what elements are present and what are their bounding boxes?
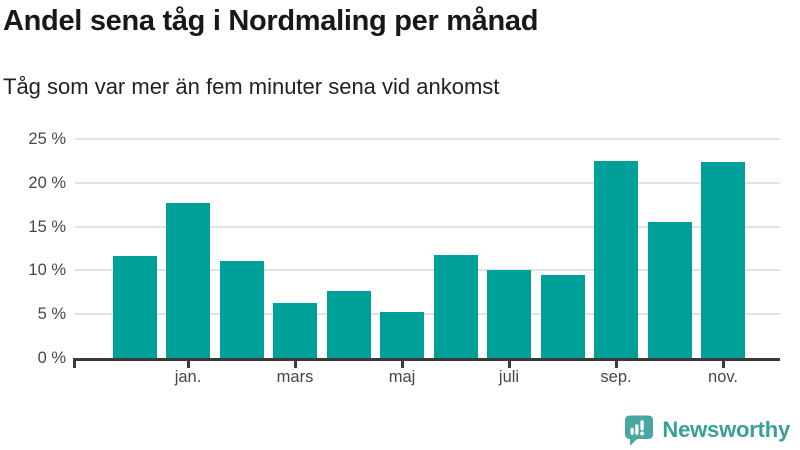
bar-sep: [594, 160, 638, 358]
x-tick-label-mars: mars: [276, 368, 314, 386]
gridline-20: [75, 181, 780, 184]
gridline-25: [75, 138, 780, 140]
chart-title: Andel sena tåg i Nordmaling per månad: [3, 5, 539, 37]
x-tick-label-jan: jan.: [174, 368, 202, 386]
bar-nov: [701, 161, 745, 358]
bar-juli: [487, 269, 531, 358]
newsworthy-logo-text: Newsworthy: [662, 417, 790, 442]
y-tick-label-20: 20 %: [28, 173, 66, 192]
x-tick-label-nov: nov.: [708, 368, 738, 386]
x-tick-mars: [293, 358, 297, 368]
x-tick-label-juli: juli: [498, 368, 520, 386]
bar-okt: [647, 222, 692, 358]
x-tick-maj: [400, 358, 404, 368]
bar-dec: [112, 256, 157, 358]
y-tick-label-15: 15 %: [28, 217, 66, 236]
y-tick-label-25: 25 %: [28, 130, 66, 148]
x-tick-jan: [186, 358, 190, 368]
bar-jan: [166, 202, 210, 358]
x-tick-juli: [507, 358, 511, 368]
x-axis-line: [73, 358, 780, 361]
gridline-5: [75, 313, 780, 316]
x-tick-sep: [614, 358, 618, 368]
newsworthy-logo-icon: [624, 414, 654, 447]
x-tick-nov: [721, 358, 725, 368]
y-tick-label-5: 5 %: [37, 305, 66, 324]
x-tick-label-sep: sep.: [600, 368, 632, 386]
bar-mars: [273, 302, 317, 358]
y-tick-label-10: 10 %: [28, 261, 66, 280]
chart-subtitle: Tåg som var mer än fem minuter sena vid …: [3, 74, 500, 99]
gridline-15: [75, 225, 780, 228]
bar-apr: [326, 291, 371, 358]
bar-maj: [380, 312, 424, 358]
bar-juni: [433, 254, 478, 358]
x-axis-start-tick: [73, 358, 76, 368]
bar-feb: [219, 260, 264, 358]
y-tick-label-0: 0 %: [37, 349, 66, 367]
plot-area: jan. mars maj juli sep. nov.: [73, 130, 780, 386]
bar-aug: [540, 274, 585, 358]
y-axis-labels: 0 % 5 % 10 % 15 % 20 % 25 %: [0, 0, 66, 450]
newsworthy-logo[interactable]: Newsworthy: [624, 413, 790, 447]
gridline-10: [75, 269, 780, 272]
x-tick-label-maj: maj: [388, 368, 416, 386]
